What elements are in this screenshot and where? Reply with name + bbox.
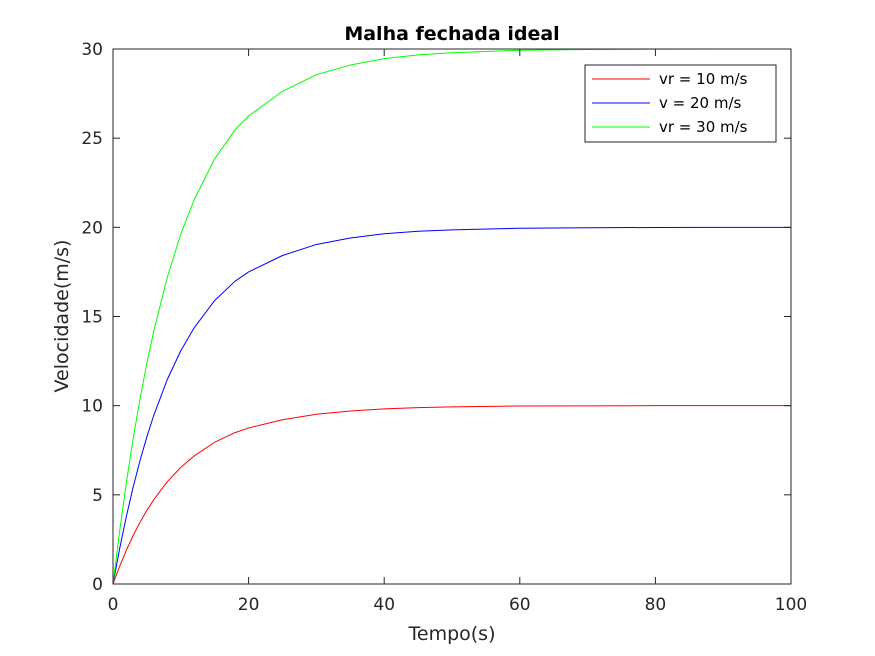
y-tick-label: 20: [81, 218, 103, 238]
x-tick-label: 60: [509, 595, 531, 615]
x-axis-label: Tempo(s): [408, 623, 496, 645]
series-line-3: [112, 48, 791, 585]
y-tick-label: 10: [81, 397, 103, 417]
series-layer: [112, 48, 791, 585]
x-tick-label: 100: [775, 595, 807, 615]
legend-label-2: v = 20 m/s: [659, 94, 742, 112]
series-line-1: [112, 405, 791, 585]
x-tick-label: 20: [238, 595, 260, 615]
legend: vr = 10 m/s v = 20 m/s vr = 30 m/s: [584, 64, 777, 143]
y-tick-label: 5: [92, 486, 103, 506]
series-line-2: [112, 226, 791, 585]
chart-title: Malha fechada ideal: [344, 23, 559, 45]
y-tick-label: 15: [81, 308, 103, 328]
x-tick-label: 0: [108, 595, 119, 615]
legend-label-3: vr = 30 m/s: [659, 118, 748, 136]
y-tick-label: 0: [92, 575, 103, 595]
ticks-layer: 0 20 40 60 80 100 0 5 10 15 20 25 30: [81, 40, 807, 615]
y-tick-label: 25: [81, 129, 103, 149]
x-tick-label: 80: [645, 595, 667, 615]
y-tick-label: 30: [81, 40, 103, 60]
legend-label-1: vr = 10 m/s: [659, 70, 748, 88]
y-axis-label: Velocidade(m/s): [51, 240, 73, 393]
legend-entries: vr = 10 m/s v = 20 m/s vr = 30 m/s: [592, 70, 748, 136]
x-tick-label: 40: [373, 595, 395, 615]
